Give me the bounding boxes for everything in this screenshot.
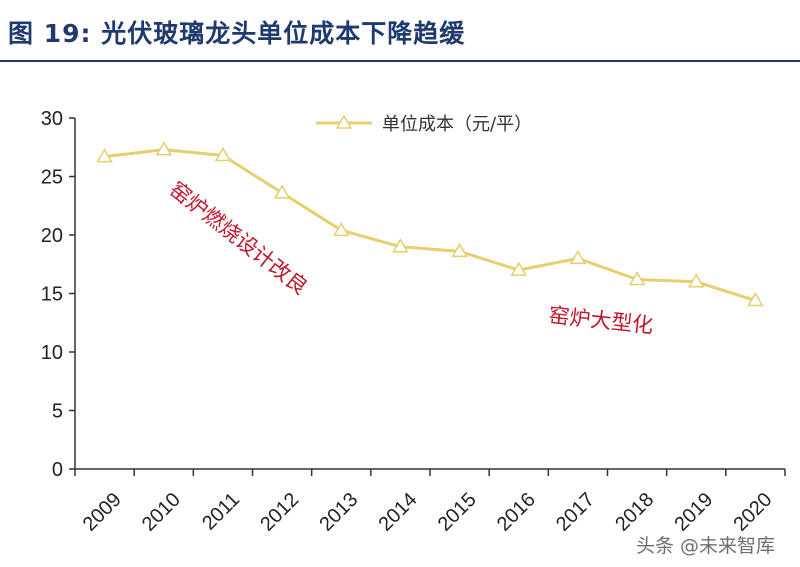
x-tick-label: 2019 <box>670 489 717 536</box>
x-tick-label: 2018 <box>611 489 658 536</box>
x-tick-label: 2010 <box>138 489 185 536</box>
x-tick-label: 2014 <box>375 489 422 536</box>
y-tick-label: 25 <box>41 167 63 189</box>
data-point-marker <box>628 270 646 286</box>
data-point-marker <box>273 184 291 199</box>
x-tick-label: 2012 <box>256 489 303 536</box>
data-point-marker <box>510 261 528 276</box>
watermark: 头条 @未来智库 <box>636 535 775 557</box>
data-point-marker <box>332 221 350 237</box>
y-tick-label: 0 <box>52 459 63 481</box>
annotation-kiln-scale: 窑炉大型化 <box>547 303 654 338</box>
data-point-marker <box>747 292 764 307</box>
data-point-marker <box>451 242 468 258</box>
data-point-marker <box>392 238 409 253</box>
x-tick-label: 2016 <box>493 489 540 536</box>
x-tick-label: 2015 <box>434 489 481 536</box>
y-tick-label: 20 <box>41 225 63 247</box>
legend-marker-icon <box>335 114 353 129</box>
data-point-marker <box>687 273 705 288</box>
data-point-marker <box>96 148 113 163</box>
y-tick-label: 30 <box>41 108 63 130</box>
data-point-marker <box>214 146 232 162</box>
y-tick-label: 5 <box>52 401 63 423</box>
title-divider <box>0 60 800 62</box>
page-title: 图 19: 光伏玻璃龙头单位成本下降趋缓 <box>8 19 466 48</box>
x-tick-label: 2011 <box>198 489 244 535</box>
x-tick-label: 2013 <box>315 489 362 536</box>
annotation-kiln-design: 窑炉燃烧设计改良 <box>165 177 312 299</box>
x-tick-label: 2009 <box>79 489 126 536</box>
data-point-marker <box>569 249 587 265</box>
y-tick-label: 10 <box>41 342 63 364</box>
legend: 单位成本（元/平） <box>316 114 532 135</box>
data-point-marker <box>155 141 173 156</box>
x-tick-label: 2020 <box>730 489 777 536</box>
legend-label: 单位成本（元/平） <box>382 114 532 135</box>
series-line <box>104 148 756 302</box>
y-tick-label: 15 <box>41 284 63 306</box>
x-tick-label: 2017 <box>552 489 599 536</box>
